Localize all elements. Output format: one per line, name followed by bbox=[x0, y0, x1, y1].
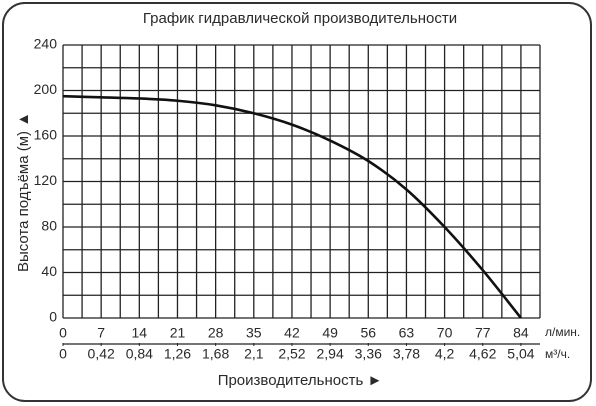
x-tick-label: 56 bbox=[360, 325, 376, 341]
x2-tick-label: 4,62 bbox=[469, 346, 496, 362]
x2-tick-label: 4,2 bbox=[435, 346, 455, 362]
x-tick-label: 28 bbox=[208, 325, 224, 341]
x2-tick-label: 3,36 bbox=[355, 346, 382, 362]
x2-tick-label: 0 bbox=[59, 346, 67, 362]
x-tick-label: 14 bbox=[132, 325, 148, 341]
x-tick-label: 49 bbox=[322, 325, 338, 341]
x2-tick-label: 5,04 bbox=[507, 346, 534, 362]
y-tick-label: 80 bbox=[41, 218, 57, 234]
x-tick-label: 42 bbox=[284, 325, 300, 341]
y-tick-label: 240 bbox=[34, 36, 58, 52]
x2-tick-label: 2,94 bbox=[316, 346, 343, 362]
x-tick-label: 77 bbox=[475, 325, 491, 341]
chart-title: График гидравлической производительности bbox=[143, 10, 457, 27]
x2-tick-label: 0,42 bbox=[88, 346, 115, 362]
y-tick-label: 160 bbox=[34, 127, 58, 143]
x2-tick-label: 2,1 bbox=[244, 346, 264, 362]
x2-tick-label: 3,78 bbox=[393, 346, 420, 362]
x-tick-label: 21 bbox=[170, 325, 186, 341]
x2-tick-label: 2,52 bbox=[278, 346, 305, 362]
x-tick-label: 7 bbox=[97, 325, 105, 341]
y-tick-label: 120 bbox=[34, 172, 58, 188]
x-tick-label: 70 bbox=[437, 325, 453, 341]
y-tick-label: 0 bbox=[49, 309, 57, 325]
frame bbox=[2, 2, 592, 402]
y-tick-label: 40 bbox=[41, 263, 57, 279]
x-axis-label: Производительность ► bbox=[218, 372, 383, 389]
x2-unit: м³/ч. bbox=[545, 347, 570, 361]
x-tick-label: 63 bbox=[399, 325, 415, 341]
x-unit: л/мин. bbox=[545, 325, 580, 339]
x2-tick-label: 1,26 bbox=[164, 346, 191, 362]
x2-tick-label: 0,84 bbox=[126, 346, 153, 362]
y-tick-label: 200 bbox=[34, 81, 58, 97]
x-tick-label: 0 bbox=[59, 325, 67, 341]
performance-curve bbox=[62, 94, 522, 319]
y-axis-label: Высота подъёма (м) ▲ bbox=[15, 112, 32, 272]
x-tick-label: 35 bbox=[246, 325, 262, 341]
x2-tick-label: 1,68 bbox=[202, 346, 229, 362]
x-tick-label: 84 bbox=[513, 325, 529, 341]
